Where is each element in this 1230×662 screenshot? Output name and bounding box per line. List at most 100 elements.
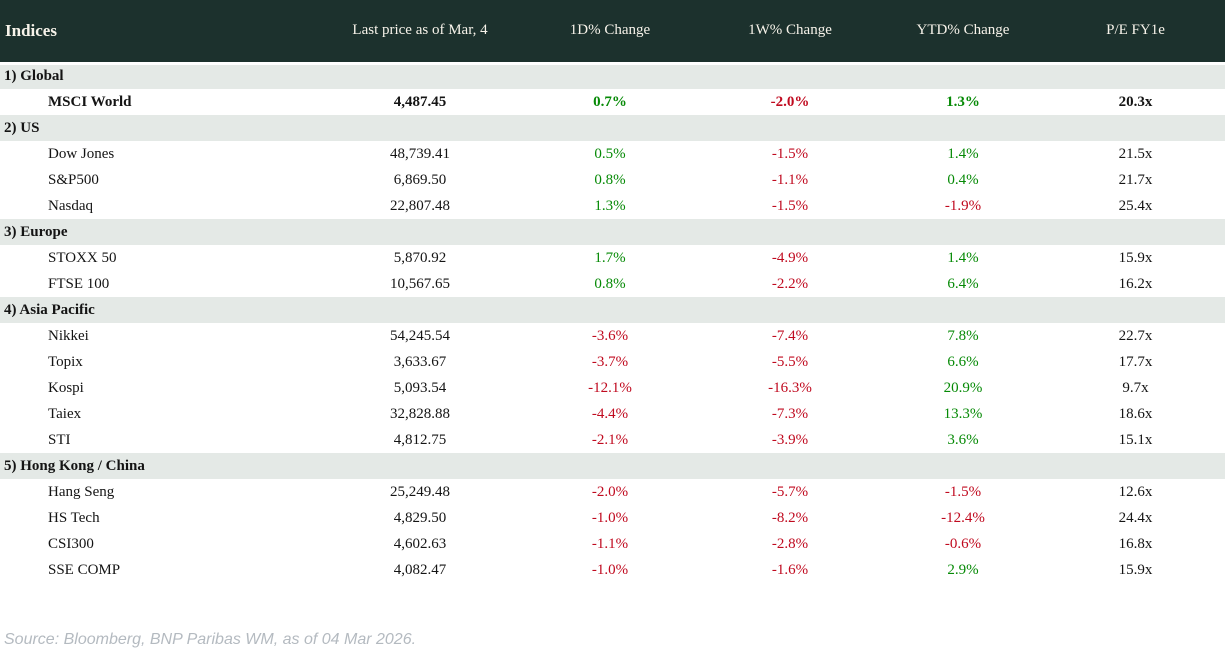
change-ytd: 20.9%	[943, 379, 983, 396]
index-name: S&P500	[48, 171, 99, 188]
column-header-last-price: Last price as of Mar, 4	[320, 0, 520, 65]
pe-fy1e: 21.5x	[1118, 145, 1153, 162]
section-row: 2) US	[0, 115, 1225, 141]
table-row: Kospi 5,093.54 -12.1% -16.3% 20.9% 9.7x	[0, 375, 1225, 401]
source-note: Source: Bloomberg, BNP Paribas WM, as of…	[4, 631, 417, 648]
change-1w: -3.9%	[771, 431, 809, 448]
table-row: HS Tech 4,829.50 -1.0% -8.2% -12.4% 24.4x	[0, 505, 1225, 531]
table-row: S&P500 6,869.50 0.8% -1.1% 0.4% 21.7x	[0, 167, 1225, 193]
last-price: 4,082.47	[393, 561, 447, 578]
section-label: 1) Global	[0, 63, 1225, 89]
pe-fy1e: 24.4x	[1118, 509, 1153, 526]
change-ytd: 7.8%	[947, 327, 979, 344]
change-1d: -2.0%	[591, 483, 629, 500]
table-row: Hang Seng 25,249.48 -2.0% -5.7% -1.5% 12.6x	[0, 479, 1225, 505]
column-header-1d-change: 1D% Change	[520, 0, 700, 65]
change-1w: -7.4%	[771, 327, 809, 344]
table-row: SSE COMP 4,082.47 -1.0% -1.6% 2.9% 15.9x	[0, 557, 1225, 583]
last-price: 32,828.88	[390, 405, 450, 422]
change-ytd: 13.3%	[943, 405, 983, 422]
column-header-indices: Indices	[0, 0, 320, 65]
change-ytd: -1.5%	[944, 483, 982, 500]
pe-fy1e: 16.8x	[1118, 535, 1153, 552]
index-name: STOXX 50	[48, 249, 117, 266]
change-ytd: 1.3%	[946, 93, 980, 110]
change-1w: -5.5%	[771, 353, 809, 370]
change-ytd: 1.4%	[947, 145, 979, 162]
table-row: Nasdaq 22,807.48 1.3% -1.5% -1.9% 25.4x	[0, 193, 1225, 219]
last-price: 54,245.54	[390, 327, 450, 344]
last-price: 4,812.75	[393, 431, 447, 448]
last-price: 25,249.48	[390, 483, 450, 500]
index-name: CSI300	[48, 535, 94, 552]
last-price: 4,602.63	[393, 535, 447, 552]
change-1w: -1.6%	[771, 561, 809, 578]
last-price: 10,567.65	[390, 275, 450, 292]
column-header-pe-fy1e: P/E FY1e	[1046, 0, 1225, 65]
change-ytd: -0.6%	[944, 535, 982, 552]
change-1d: 0.5%	[594, 145, 626, 162]
change-1w: -1.5%	[771, 145, 809, 162]
change-1d: 1.7%	[594, 249, 626, 266]
section-label: 3) Europe	[0, 219, 1225, 245]
pe-fy1e: 16.2x	[1118, 275, 1153, 292]
index-name: Dow Jones	[48, 145, 115, 162]
change-ytd: 6.4%	[947, 275, 979, 292]
change-1d: 0.8%	[594, 171, 626, 188]
change-1d: 0.7%	[593, 93, 627, 110]
change-ytd: 0.4%	[947, 171, 979, 188]
last-price: 5,870.92	[393, 249, 447, 266]
index-name: HS Tech	[48, 509, 100, 526]
section-label: 5) Hong Kong / China	[0, 453, 1225, 479]
pe-fy1e: 15.9x	[1118, 249, 1153, 266]
indices-table-body: 1) Global MSCI World 4,487.45 0.7% -2.0% 1.3%…	[0, 63, 1225, 583]
change-1d: -12.1%	[588, 379, 632, 396]
change-1w: -1.5%	[771, 197, 809, 214]
change-1d: 1.3%	[594, 197, 626, 214]
pe-fy1e: 18.6x	[1118, 405, 1153, 422]
pe-fy1e: 17.7x	[1118, 353, 1153, 370]
last-price: 4,829.50	[393, 509, 447, 526]
change-ytd: 6.6%	[947, 353, 979, 370]
change-1w: -16.3%	[768, 379, 812, 396]
change-1w: -8.2%	[771, 509, 809, 526]
table-row: Dow Jones 48,739.41 0.5% -1.5% 1.4% 21.5x	[0, 141, 1225, 167]
change-1d: -3.7%	[591, 353, 629, 370]
index-name: Hang Seng	[48, 483, 115, 500]
column-header-ytd-change: YTD% Change	[880, 0, 1046, 65]
index-name: Nikkei	[48, 327, 89, 344]
pe-fy1e: 25.4x	[1118, 197, 1153, 214]
pe-fy1e: 22.7x	[1118, 327, 1153, 344]
section-row: 3) Europe	[0, 219, 1225, 245]
last-price: 5,093.54	[393, 379, 447, 396]
table-row: CSI300 4,602.63 -1.1% -2.8% -0.6% 16.8x	[0, 531, 1225, 557]
table-row: Topix 3,633.67 -3.7% -5.5% 6.6% 17.7x	[0, 349, 1225, 375]
change-1w: -1.1%	[771, 171, 809, 188]
change-1w: -2.0%	[770, 93, 810, 110]
table-row: STI 4,812.75 -2.1% -3.9% 3.6% 15.1x	[0, 427, 1225, 453]
change-1d: -1.0%	[591, 561, 629, 578]
last-price: 6,869.50	[393, 171, 447, 188]
pe-fy1e: 12.6x	[1118, 483, 1153, 500]
header-row: Indices Last price as of Mar, 4 1D% Chan…	[0, 0, 1225, 65]
pe-fy1e: 21.7x	[1118, 171, 1153, 188]
change-1d: 0.8%	[594, 275, 626, 292]
column-header-1w-change: 1W% Change	[700, 0, 880, 65]
index-name: FTSE 100	[48, 275, 110, 292]
section-label: 2) US	[0, 115, 1225, 141]
index-name: Kospi	[48, 379, 84, 396]
table-row: FTSE 100 10,567.65 0.8% -2.2% 6.4% 16.2x	[0, 271, 1225, 297]
section-label: 4) Asia Pacific	[0, 297, 1225, 323]
change-ytd: 3.6%	[947, 431, 979, 448]
pe-fy1e: 15.1x	[1118, 431, 1153, 448]
table-row: Nikkei 54,245.54 -3.6% -7.4% 7.8% 22.7x	[0, 323, 1225, 349]
table-row: Taiex 32,828.88 -4.4% -7.3% 13.3% 18.6x	[0, 401, 1225, 427]
table-row: MSCI World 4,487.45 0.7% -2.0% 1.3% 20.3x	[0, 89, 1225, 115]
table-row: STOXX 50 5,870.92 1.7% -4.9% 1.4% 15.9x	[0, 245, 1225, 271]
index-name: STI	[48, 431, 71, 448]
change-1w: -2.8%	[771, 535, 809, 552]
last-price: 48,739.41	[390, 145, 450, 162]
change-1d: -1.1%	[591, 535, 629, 552]
change-1w: -4.9%	[771, 249, 809, 266]
